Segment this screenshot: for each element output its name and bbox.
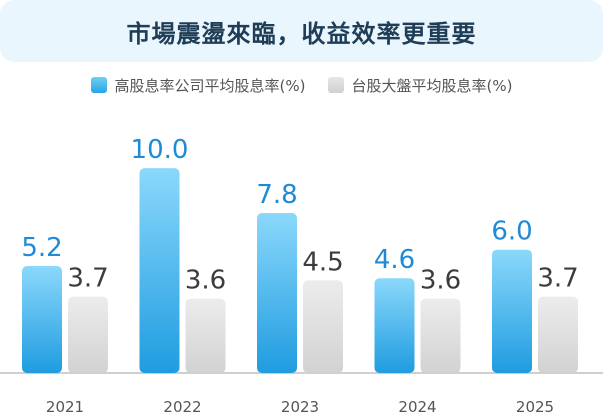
bar-high-yield-2023: [257, 213, 297, 373]
legend-item-high-yield: 高股息率公司平均股息率(%): [90, 75, 306, 96]
value-label-high-yield-2022: 10.0: [131, 135, 189, 165]
bar-high-yield-2024: [374, 278, 415, 373]
bar-market-2021: [68, 296, 108, 373]
value-label-high-yield-2025: 6.0: [491, 217, 532, 247]
value-label-high-yield-2024: 4.6: [374, 245, 415, 275]
x-tick-label-2023: 2023: [281, 398, 319, 416]
x-tick-label-2022: 2022: [163, 398, 201, 416]
bar-market-2022: [185, 298, 226, 373]
bar-high-yield-2021: [22, 266, 62, 373]
legend-swatch-gray: [327, 77, 344, 93]
legend: 高股息率公司平均股息率(%) 台股大盤平均股息率(%): [0, 72, 603, 98]
value-label-market-2024: 3.6: [420, 266, 461, 296]
value-label-high-yield-2021: 5.2: [21, 233, 62, 263]
legend-item-market: 台股大盤平均股息率(%): [327, 75, 513, 96]
legend-label-high-yield: 高股息率公司平均股息率(%): [114, 76, 306, 95]
value-label-market-2022: 3.6: [185, 266, 226, 296]
x-tick-label-2021: 2021: [46, 398, 84, 416]
title-banner: 市場震盪來臨，收益效率更重要: [0, 0, 603, 62]
bar-market-2025: [538, 296, 578, 373]
bar-high-yield-2025: [492, 249, 532, 373]
chart-title: 市場震盪來臨，收益效率更重要: [126, 19, 477, 48]
legend-label-market: 台股大盤平均股息率(%): [351, 76, 513, 95]
x-tick-label-2024: 2024: [398, 398, 436, 416]
bar-market-2024: [420, 298, 461, 373]
value-label-market-2025: 3.7: [537, 264, 578, 294]
legend-swatch-blue: [90, 77, 107, 93]
value-label-high-yield-2023: 7.8: [256, 180, 297, 210]
bar-market-2023: [303, 280, 343, 373]
value-label-market-2021: 3.7: [67, 264, 108, 294]
bar-high-yield-2022: [139, 168, 180, 373]
value-label-market-2023: 4.5: [302, 247, 343, 277]
x-tick-label-2025: 2025: [516, 398, 554, 416]
